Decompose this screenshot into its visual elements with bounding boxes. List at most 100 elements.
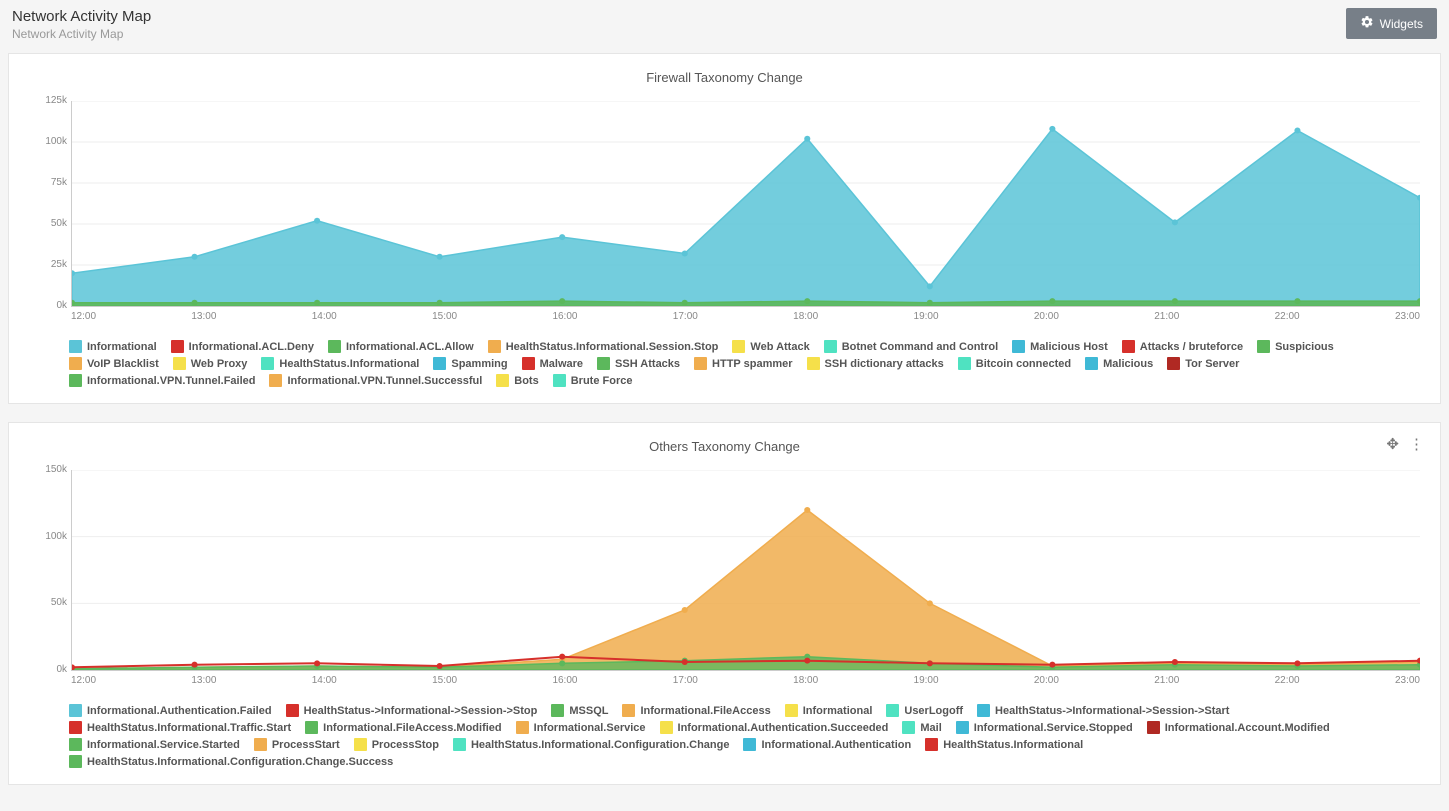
legend-item[interactable]: HealthStatus.Informational.Session.Stop [488, 340, 719, 353]
page-title: Network Activity Map [12, 8, 151, 25]
legend-swatch [261, 357, 274, 370]
legend-swatch [269, 374, 282, 387]
x-tick-label: 23:00 [1395, 675, 1420, 686]
legend-swatch [1257, 340, 1270, 353]
legend-item[interactable]: HealthStatus.Informational.Configuration… [69, 755, 393, 768]
legend-item[interactable]: Malicious Host [1012, 340, 1108, 353]
legend-item[interactable]: Informational [69, 340, 157, 353]
legend-item[interactable]: Informational.Authentication.Failed [69, 704, 272, 717]
legend-label: Malicious [1103, 358, 1153, 370]
firewall-taxonomy-card: Firewall Taxonomy Change 0k25k50k75k100k… [8, 53, 1441, 404]
legend-swatch [660, 721, 673, 734]
legend-item[interactable]: UserLogoff [886, 704, 963, 717]
legend-item[interactable]: HealthStatus.Informational [925, 738, 1083, 751]
legend-item[interactable]: ProcessStop [354, 738, 439, 751]
legend-swatch [173, 357, 186, 370]
legend-item[interactable]: Suspicious [1257, 340, 1334, 353]
legend-label: Botnet Command and Control [842, 341, 998, 353]
legend-item[interactable]: Informational.Service [516, 721, 646, 734]
legend-item[interactable]: SSH dictionary attacks [807, 357, 944, 370]
x-tick-label: 13:00 [191, 675, 216, 686]
legend-item[interactable]: Informational.FileAccess [622, 704, 770, 717]
legend-swatch [902, 721, 915, 734]
legend-item[interactable]: Informational.FileAccess.Modified [305, 721, 501, 734]
legend-item[interactable]: Informational.ACL.Deny [171, 340, 314, 353]
widgets-button-label: Widgets [1380, 17, 1423, 31]
legend-label: HealthStatus.Informational.Session.Stop [506, 341, 719, 353]
move-icon[interactable]: ✥ [1386, 435, 1399, 453]
others-taxonomy-card: ✥ ⋮ Others Taxonomy Change 0k50k100k150k… [8, 422, 1441, 785]
legend-swatch [977, 704, 990, 717]
legend-label: Spamming [451, 358, 507, 370]
legend-swatch [886, 704, 899, 717]
legend-item[interactable]: HealthStatus.Informational [261, 357, 419, 370]
legend-swatch [69, 340, 82, 353]
x-tick-label: 16:00 [552, 675, 577, 686]
x-tick-label: 18:00 [793, 675, 818, 686]
x-tick-label: 13:00 [191, 311, 216, 322]
legend-swatch [1122, 340, 1135, 353]
legend-label: Malware [540, 358, 583, 370]
legend-item[interactable]: MSSQL [551, 704, 608, 717]
legend-item[interactable]: Web Attack [732, 340, 809, 353]
legend-item[interactable]: Informational [785, 704, 873, 717]
legend-item[interactable]: VoIP Blacklist [69, 357, 159, 370]
kebab-menu-icon[interactable]: ⋮ [1409, 435, 1424, 453]
legend-swatch [925, 738, 938, 751]
legend-item[interactable]: Informational.VPN.Tunnel.Failed [69, 374, 255, 387]
legend-item[interactable]: HealthStatus.Informational.Configuration… [453, 738, 730, 751]
widgets-button[interactable]: Widgets [1346, 8, 1437, 39]
legend-label: Brute Force [571, 375, 633, 387]
x-tick-label: 21:00 [1154, 675, 1179, 686]
legend-item[interactable]: Tor Server [1167, 357, 1239, 370]
legend-item[interactable]: Informational.Authentication [743, 738, 911, 751]
legend-label: Suspicious [1275, 341, 1334, 353]
legend-label: Mail [920, 722, 941, 734]
legend-item[interactable]: Informational.Service.Started [69, 738, 240, 751]
legend-item[interactable]: HealthStatus->Informational->Session->St… [286, 704, 538, 717]
legend-swatch [496, 374, 509, 387]
legend-swatch [1167, 357, 1180, 370]
legend-item[interactable]: Brute Force [553, 374, 633, 387]
chart2-legend: Informational.Authentication.Failed Healt… [29, 704, 1420, 768]
legend-item[interactable]: Bitcoin connected [958, 357, 1071, 370]
legend-label: Attacks / bruteforce [1140, 341, 1243, 353]
legend-swatch [807, 357, 820, 370]
chart1-plot[interactable] [71, 101, 1420, 307]
legend-item[interactable]: Informational.Account.Modified [1147, 721, 1330, 734]
legend-swatch [551, 704, 564, 717]
legend-item[interactable]: Botnet Command and Control [824, 340, 998, 353]
x-tick-label: 19:00 [914, 675, 939, 686]
legend-item[interactable]: Attacks / bruteforce [1122, 340, 1243, 353]
x-tick-label: 20:00 [1034, 311, 1059, 322]
legend-item[interactable]: HealthStatus->Informational->Session->St… [977, 704, 1229, 717]
legend-item[interactable]: Spamming [433, 357, 507, 370]
legend-label: HealthStatus.Informational [943, 739, 1083, 751]
legend-item[interactable]: Informational.Service.Stopped [956, 721, 1133, 734]
chart2-plot[interactable] [71, 470, 1420, 671]
x-tick-label: 21:00 [1154, 311, 1179, 322]
legend-item[interactable]: SSH Attacks [597, 357, 680, 370]
chart-title: Others Taxonomy Change [29, 439, 1420, 454]
legend-item[interactable]: HealthStatus.Informational.Traffic.Start [69, 721, 291, 734]
legend-item[interactable]: Informational.VPN.Tunnel.Successful [269, 374, 482, 387]
legend-item[interactable]: Informational.ACL.Allow [328, 340, 474, 353]
legend-swatch [69, 374, 82, 387]
legend-item[interactable]: Web Proxy [173, 357, 248, 370]
legend-swatch [1147, 721, 1160, 734]
legend-item[interactable]: HTTP spammer [694, 357, 793, 370]
legend-swatch [286, 704, 299, 717]
legend-item[interactable]: Malicious [1085, 357, 1153, 370]
legend-label: Tor Server [1185, 358, 1239, 370]
x-tick-label: 16:00 [552, 311, 577, 322]
legend-item[interactable]: Malware [522, 357, 583, 370]
legend-label: Informational [87, 341, 157, 353]
legend-item[interactable]: ProcessStart [254, 738, 340, 751]
legend-label: Informational.VPN.Tunnel.Failed [87, 375, 255, 387]
legend-item[interactable]: Informational.Authentication.Succeeded [660, 721, 889, 734]
x-tick-label: 12:00 [71, 675, 96, 686]
legend-item[interactable]: Mail [902, 721, 941, 734]
legend-label: HTTP spammer [712, 358, 793, 370]
legend-item[interactable]: Bots [496, 374, 538, 387]
legend-swatch [171, 340, 184, 353]
